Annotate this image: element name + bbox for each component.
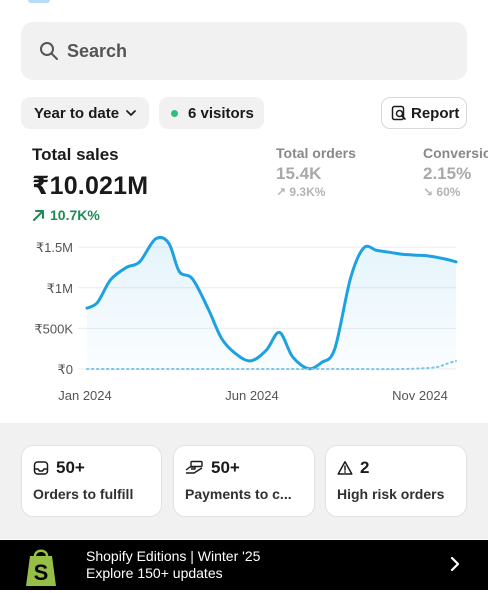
total-orders-metric[interactable]: Total orders 15.4K ↗ 9.3K% [276,145,356,199]
sales-line-chart[interactable]: ₹1.5M ₹1M ₹500K ₹0 Jan 2024 Jun 2024 Nov 2024 [0,230,488,410]
warning-icon [337,461,353,475]
search-placeholder: Search [67,40,128,61]
arrow-up-right-icon: ↗ [276,185,287,199]
conversion-delta: ↘ 60% [423,185,488,199]
editions-promo-banner[interactable]: S Shopify Editions | Winter '25 Explore … [0,540,488,590]
conversion-delta-value: 60% [436,185,461,199]
inbox-icon [33,461,49,475]
visitors-label: 6 visitors [188,104,254,122]
search-icon [40,42,58,60]
total-sales-delta: 10.7K% [32,207,148,223]
total-orders-delta: ↗ 9.3K% [276,185,356,199]
live-visitors-pill[interactable]: 6 visitors [159,97,264,129]
total-sales-label: Total sales [32,145,119,164]
comparison-series-line [86,359,457,371]
sales-series-line [85,235,458,371]
app-header-fragment [28,0,50,3]
date-range-selector[interactable]: Year to date [21,97,149,129]
payments-to-capture-count: 50+ [211,458,240,477]
banner-title: Shopify Editions | Winter '25 [86,548,261,564]
conversion-value: 2.15% [423,164,472,183]
total-orders-label: Total orders [276,145,356,161]
report-label: Report [411,104,460,122]
x-tick-label: Jun 2024 [225,388,279,403]
orders-to-fulfill-count: 50+ [56,458,85,477]
live-status-dot [171,109,178,117]
total-sales-delta-value: 10.7K% [50,207,100,223]
orders-to-fulfill-label: Orders to fulfill [33,486,134,502]
high-risk-label: High risk orders [337,486,445,502]
y-tick-label: ₹0 [57,362,73,377]
arrow-up-right-icon [33,209,44,221]
x-tick-label: Nov 2024 [392,388,448,403]
search-bar[interactable]: Search [21,22,467,80]
chevron-down-icon [126,110,136,116]
payments-to-capture-card[interactable]: 50+ Payments to c... [173,445,315,517]
banner-subtitle: Explore 150+ updates [86,565,223,581]
total-sales-value: ₹10.021M [32,172,149,200]
shopify-logo-letter: S [34,560,49,585]
y-tick-label: ₹1.5M [36,240,73,255]
sales-area-fill [87,237,456,369]
payments-to-capture-label: Payments to c... [185,486,292,502]
y-tick-label: ₹500K [34,321,73,336]
date-range-label: Year to date [34,104,120,122]
report-search-icon [391,105,406,121]
high-risk-orders-card[interactable]: 2 High risk orders [325,445,467,517]
high-risk-count: 2 [360,458,370,477]
payment-hand-icon [185,460,203,474]
x-tick-label: Jan 2024 [58,388,112,403]
report-button[interactable]: Report [381,97,467,129]
y-tick-label: ₹1M [47,281,73,296]
total-sales-metric[interactable]: Total sales ₹10.021M 10.7K% [32,145,148,223]
total-orders-delta-value: 9.3K% [289,185,326,199]
arrow-down-right-icon: ↘ [423,185,434,199]
shopify-bag-icon: S [26,549,56,586]
conversion-label: Conversio [423,145,488,161]
chevron-right-icon[interactable] [449,555,461,573]
conversion-metric[interactable]: Conversio 2.15% ↘ 60% [423,145,488,199]
total-orders-value: 15.4K [276,164,322,183]
orders-to-fulfill-card[interactable]: 50+ Orders to fulfill [21,445,162,517]
